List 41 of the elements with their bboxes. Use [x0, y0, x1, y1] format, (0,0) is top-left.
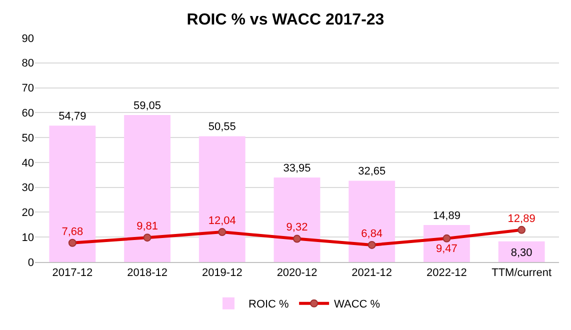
y-tick-label: 80 — [22, 58, 34, 70]
bar — [498, 241, 545, 262]
bar — [49, 126, 96, 262]
data-label: 54,79 — [58, 110, 86, 123]
y-tick-label: 0 — [28, 256, 34, 269]
data-label: 33,95 — [283, 162, 311, 174]
y-tick-label: 10 — [22, 232, 34, 244]
x-tick-label: 2019-12 — [202, 267, 242, 280]
bar — [198, 136, 246, 262]
data-label: 6,84 — [361, 228, 383, 240]
chart-title: ROIC % vs WACC 2017-23 — [186, 11, 384, 28]
bar — [424, 224, 470, 262]
y-tick-label: 40 — [22, 157, 34, 170]
x-tick-label: 2021-12 — [352, 267, 392, 280]
data-label: 8,30 — [510, 247, 532, 259]
data-label: 50,55 — [208, 121, 236, 134]
data-label: 14,89 — [432, 210, 460, 222]
x-tick-label: 2020-12 — [276, 267, 318, 280]
data-label: 7,68 — [62, 226, 84, 238]
bar — [274, 178, 320, 262]
data-label: 9,47 — [436, 243, 458, 256]
legend-label: ROIC % — [248, 298, 290, 311]
x-tick-label: 2018-12 — [127, 267, 168, 280]
bar — [124, 115, 170, 262]
y-tick-label: 70 — [22, 82, 34, 95]
data-label: 12,89 — [508, 212, 536, 225]
y-tick-label: 90 — [22, 32, 34, 45]
y-tick-label: 30 — [22, 182, 34, 194]
y-tick-label: 60 — [22, 108, 34, 120]
x-tick-label: TTM/current — [492, 267, 552, 280]
x-tick-label: 2022-12 — [426, 267, 467, 280]
y-tick-label: 20 — [22, 207, 34, 220]
data-label: 9,81 — [136, 220, 158, 232]
data-label: 32,65 — [358, 166, 386, 178]
data-label: 12,04 — [208, 214, 236, 227]
y-tick-label: 50 — [22, 132, 34, 144]
data-label: 59,05 — [134, 100, 162, 112]
x-tick-label: 2017-12 — [52, 267, 93, 280]
data-label: 9,32 — [286, 222, 308, 234]
bar — [348, 180, 396, 262]
legend-label: WACC % — [334, 298, 380, 311]
